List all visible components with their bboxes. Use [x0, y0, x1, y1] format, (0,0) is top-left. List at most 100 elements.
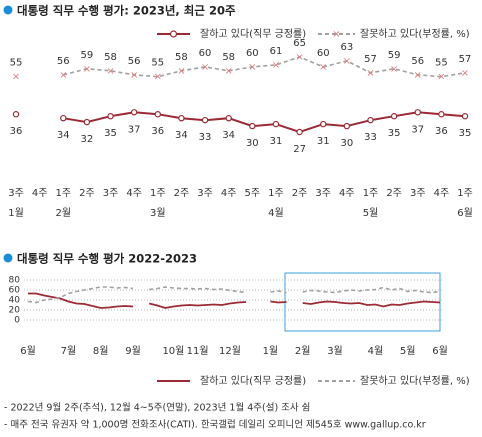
x-tick-label: 1주	[363, 188, 379, 199]
line	[63, 111, 466, 134]
x-tick-label: 7월	[61, 345, 77, 357]
x-tick-label: 5주	[245, 188, 261, 199]
data-label: 60	[317, 48, 330, 59]
marker: ×	[106, 66, 114, 77]
x-tick-label: 1주	[457, 188, 473, 199]
data-label: 55	[151, 58, 164, 69]
x-group-label: 6월	[457, 207, 473, 219]
data-label: 37	[411, 124, 424, 135]
data-label: 31	[317, 136, 330, 147]
title-dot	[3, 253, 13, 263]
marker: ×	[414, 70, 422, 81]
marker: ×	[12, 72, 20, 83]
x-tick-label: 3주	[410, 188, 426, 199]
x-tick-label: 3월	[327, 345, 343, 357]
marker	[83, 118, 91, 126]
x-tick-label: 3주	[197, 188, 213, 199]
marker: ×	[343, 56, 351, 67]
data-label: 36	[435, 126, 448, 137]
x-tick-label: 2주	[386, 188, 402, 199]
x-tick-label: 5월	[400, 345, 416, 357]
x-group-label: 4월	[268, 207, 284, 219]
data-label: 34	[222, 130, 235, 141]
data-label: 65	[293, 38, 306, 49]
marker	[414, 109, 421, 116]
data-label: 58	[222, 52, 235, 63]
x-tick-label: 4주	[221, 188, 237, 199]
y-tick-label: 40	[9, 296, 21, 306]
legend-label: 잘하고 있다(직무 긍정률)	[200, 374, 306, 387]
data-label: 36	[10, 126, 23, 137]
footnote: - 2022년 9월 2주(추석), 12월 4~5주(연말), 2023년 1…	[4, 402, 310, 414]
marker: ×	[59, 70, 67, 81]
chart-title: 대통령 직무 수행 평가 2022-2023	[17, 252, 197, 266]
marker	[367, 116, 374, 124]
marker	[154, 111, 161, 118]
data-label: 35	[104, 128, 117, 139]
data-label: 33	[364, 132, 377, 143]
data-label: 59	[81, 50, 94, 61]
x-tick-label: 11월	[187, 345, 209, 357]
marker	[107, 113, 114, 120]
x-tick-label: 1월	[263, 345, 279, 357]
legend-marker: ×	[332, 29, 340, 40]
y-tick-label: 60	[9, 286, 21, 296]
data-label: 35	[388, 128, 401, 139]
data-label: 61	[270, 46, 283, 57]
data-label: 35	[459, 128, 472, 139]
marker: ×	[248, 62, 256, 73]
marker: ×	[437, 72, 445, 83]
legend-label: 잘하고 있다(직무 긍정률)	[200, 27, 306, 40]
data-label: 31	[270, 136, 283, 147]
marker	[438, 111, 445, 118]
x-tick-label: 3주	[103, 188, 119, 199]
marker: ×	[201, 62, 209, 73]
marker: ×	[461, 68, 469, 79]
marker	[343, 122, 351, 130]
x-tick-label: 4주	[434, 188, 450, 199]
data-label: 36	[151, 126, 164, 137]
x-tick-label: 4월	[368, 345, 384, 357]
data-label: 60	[199, 48, 212, 59]
x-tick-label: 2주	[174, 188, 190, 199]
x-tick-label: 4주	[32, 188, 48, 199]
marker	[130, 109, 138, 116]
x-tick-label: 2월	[295, 345, 311, 357]
marker	[320, 120, 327, 128]
x-group-label: 3월	[150, 207, 166, 219]
marker	[201, 116, 209, 124]
x-tick-label: 1주	[268, 188, 284, 199]
data-label: 55	[10, 58, 23, 69]
data-label: 58	[175, 52, 188, 63]
x-tick-label: 10월	[162, 345, 184, 357]
x-tick-label: 4주	[126, 188, 142, 199]
marker: ×	[83, 64, 91, 75]
x-group-label: 2월	[55, 207, 71, 219]
y-tick-label: 0	[14, 316, 20, 326]
data-label: 60	[246, 48, 259, 59]
legend-label: 잘못하고 있다(부정률, %)	[360, 374, 470, 387]
data-label: 32	[81, 134, 94, 145]
marker	[390, 113, 398, 120]
y-tick-label: 20	[9, 306, 21, 316]
x-tick-label: 3주	[315, 188, 331, 199]
marker: ×	[390, 64, 398, 75]
data-label: 56	[128, 56, 141, 67]
x-tick-label: 1주	[150, 188, 166, 199]
footnote: - 매주 전국 유권자 약 1,000명 전화조사(CATI). 한국갤럽 데일…	[4, 419, 426, 431]
data-label: 34	[57, 130, 70, 141]
chart-title: 대통령 직무 수행 평가: 2023년, 최근 20주	[17, 4, 236, 18]
marker	[461, 113, 469, 120]
data-label: 30	[340, 138, 353, 149]
marker: ×	[272, 60, 280, 71]
x-tick-label: 4주	[339, 188, 355, 199]
marker	[60, 114, 67, 122]
marker: ×	[224, 66, 232, 77]
data-label: 37	[128, 124, 141, 135]
marker	[178, 114, 185, 122]
data-label: 57	[459, 54, 472, 65]
marker: ×	[319, 62, 327, 73]
marker	[296, 128, 303, 136]
x-tick-label: 2주	[79, 188, 95, 199]
